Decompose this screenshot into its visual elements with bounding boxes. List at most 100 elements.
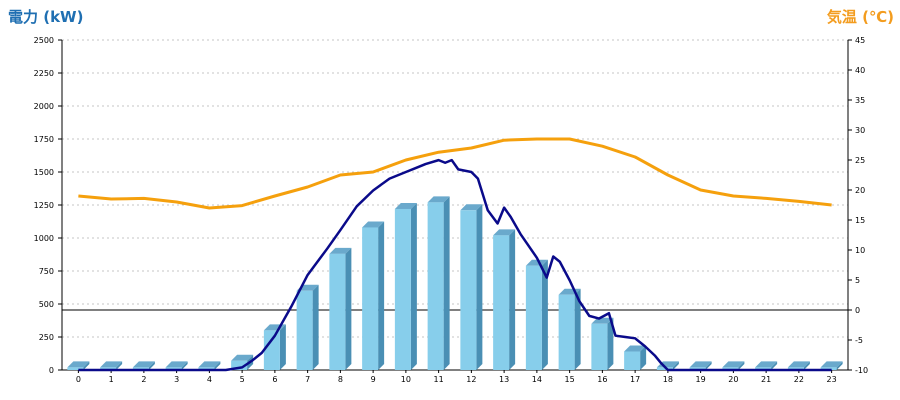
bar-side	[83, 361, 90, 370]
x-tick-label: 1	[109, 375, 114, 384]
x-tick-label: 22	[794, 375, 804, 384]
bar-front	[329, 253, 346, 370]
bar-top	[132, 361, 155, 368]
bar	[755, 361, 778, 370]
left-axis-title: 電力 (kW)	[8, 8, 84, 26]
bar	[689, 361, 712, 370]
x-tick-label: 4	[207, 375, 212, 384]
x-tick-label: 7	[305, 375, 310, 384]
right-tick-label: 30	[855, 126, 865, 135]
bar-side	[640, 345, 647, 370]
bar-side	[279, 324, 286, 370]
bar	[624, 345, 647, 370]
bar-top	[525, 259, 548, 266]
bar-front	[525, 265, 542, 370]
bar	[132, 361, 155, 370]
right-tick-label: 35	[855, 96, 865, 105]
x-tick-label: 23	[827, 375, 837, 384]
bar-side	[443, 196, 450, 370]
x-tick-label: 16	[597, 375, 607, 384]
bar-front	[231, 360, 248, 370]
bar	[591, 317, 614, 370]
bar-top	[689, 361, 712, 368]
bar-top	[755, 361, 778, 368]
right-tick-label: 40	[855, 66, 865, 75]
x-tick-label: 6	[272, 375, 277, 384]
bar-side	[378, 221, 385, 370]
left-tick-label: 250	[39, 333, 54, 342]
bar-front	[100, 367, 117, 370]
bar-front	[624, 351, 641, 370]
x-tick-label: 8	[338, 375, 343, 384]
bar-front	[722, 367, 739, 370]
bar-top	[100, 361, 123, 368]
bar-front	[689, 367, 706, 370]
bar-side	[705, 361, 712, 370]
right-tick-label: 0	[855, 306, 860, 315]
left-tick-label: 750	[39, 267, 54, 276]
bar-front	[67, 367, 84, 370]
temperature-line	[78, 137, 832, 210]
x-tick-label: 17	[630, 375, 640, 384]
bar-front	[296, 290, 313, 370]
bar-side	[509, 229, 516, 370]
bar-top	[787, 361, 810, 368]
bar-side	[738, 361, 745, 370]
bar-front	[198, 367, 215, 370]
bar-top	[165, 361, 188, 368]
right-tick-label: -10	[855, 366, 868, 375]
bar	[558, 288, 581, 370]
x-tick-label: 15	[565, 375, 575, 384]
bar-top	[493, 229, 516, 236]
bar	[165, 361, 188, 370]
bar	[100, 361, 123, 370]
bar-side	[476, 204, 483, 370]
x-tick-label: 3	[174, 375, 179, 384]
bar-front	[591, 323, 608, 370]
bar-top	[198, 361, 221, 368]
bar-front	[558, 294, 575, 370]
bar-side	[836, 361, 843, 370]
bar-side	[181, 361, 188, 370]
bar-side	[116, 361, 123, 370]
bar	[460, 204, 483, 370]
right-tick-label: 10	[855, 246, 865, 255]
bar-side	[607, 317, 614, 370]
bar-side	[214, 361, 221, 370]
bar-top	[362, 221, 385, 228]
bar-side	[312, 284, 319, 370]
bar-front	[755, 367, 772, 370]
x-tick-label: 9	[371, 375, 376, 384]
bar	[394, 202, 417, 370]
bar	[722, 361, 745, 370]
bar	[67, 361, 90, 370]
bar-side	[574, 288, 581, 370]
x-tick-label: 11	[434, 375, 444, 384]
bar-front	[394, 208, 411, 370]
x-tick-label: 20	[728, 375, 738, 384]
left-tick-label: 1500	[34, 168, 54, 177]
x-tick-label: 19	[696, 375, 706, 384]
bar-top	[722, 361, 745, 368]
bar-top	[427, 196, 450, 203]
bar	[427, 196, 450, 370]
bar-side	[771, 361, 778, 370]
bar-front	[362, 227, 379, 370]
right-axis-title: 気温 (℃)	[826, 8, 894, 26]
x-tick-label: 2	[141, 375, 146, 384]
right-tick-label: 20	[855, 186, 865, 195]
left-tick-label: 2000	[34, 102, 54, 111]
bar-side	[541, 259, 548, 370]
x-tick-label: 21	[761, 375, 771, 384]
bar-side	[410, 202, 417, 370]
left-tick-label: 1000	[34, 234, 54, 243]
bar	[493, 229, 516, 370]
x-tick-label: 14	[532, 375, 542, 384]
bar-front	[165, 367, 182, 370]
bar	[263, 324, 286, 370]
bar	[362, 221, 385, 370]
x-tick-label: 18	[663, 375, 673, 384]
x-tick-label: 10	[401, 375, 411, 384]
bar-front	[820, 367, 837, 370]
